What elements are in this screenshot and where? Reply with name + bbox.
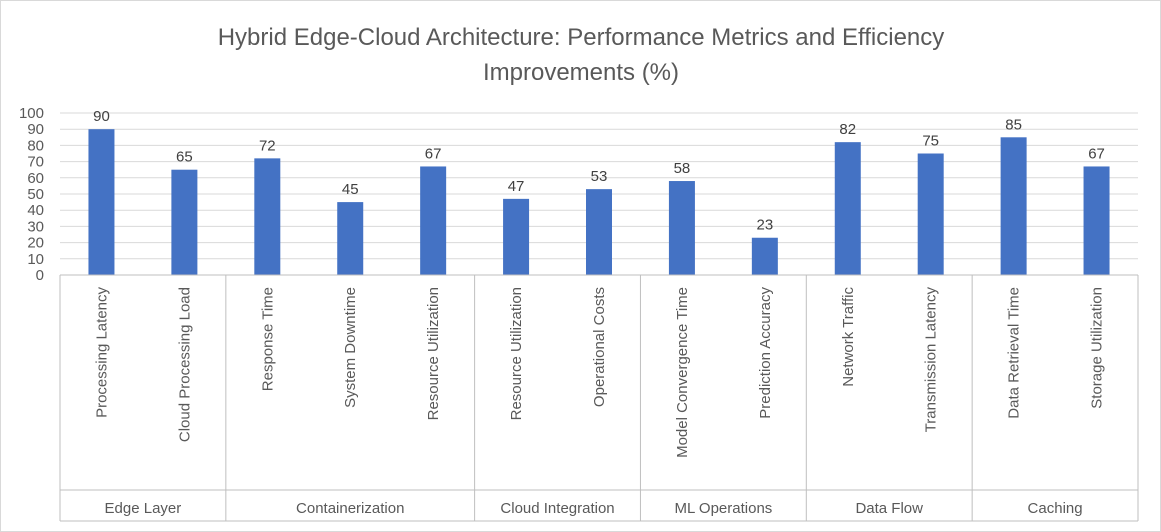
bar: [88, 129, 115, 275]
chart-title-line-1: Hybrid Edge-Cloud Architecture: Performa…: [218, 24, 945, 51]
y-tick-label: 80: [27, 137, 44, 154]
data-label: 58: [674, 160, 691, 177]
bar: [1083, 166, 1110, 275]
category-label: Response Time: [259, 287, 276, 391]
chart-title-line-2: Improvements (%): [483, 59, 679, 86]
y-tick-label: 90: [27, 121, 44, 138]
group-label: Data Flow: [855, 500, 923, 517]
category-label: Model Convergence Time: [674, 287, 691, 458]
bar: [420, 166, 447, 275]
gridlines: [60, 112, 1138, 260]
y-tick-label: 20: [27, 235, 44, 252]
bars: [88, 129, 1110, 275]
category-label: System Downtime: [342, 287, 359, 408]
category-label: Transmission Latency: [923, 287, 940, 433]
data-label: 72: [259, 137, 276, 154]
category-label: Network Traffic: [840, 287, 857, 387]
data-label: 85: [1005, 116, 1022, 133]
group-label: ML Operations: [674, 500, 772, 517]
data-label: 23: [757, 217, 774, 234]
category-label: Resource Utilization: [508, 287, 525, 420]
category-label: Operational Costs: [591, 287, 608, 407]
y-tick-label: 30: [27, 218, 44, 235]
category-label: Processing Latency: [93, 287, 110, 418]
bar: [171, 169, 198, 275]
bar: [254, 158, 281, 275]
data-label: 47: [508, 178, 525, 195]
data-label: 75: [922, 133, 939, 150]
bar: [668, 181, 695, 275]
bar: [586, 189, 612, 275]
bar: [834, 142, 861, 275]
y-tick-label: 50: [27, 186, 44, 203]
y-tick-label: 70: [27, 154, 44, 171]
category-label: Data Retrieval Time: [1006, 287, 1023, 419]
y-tick-label: 60: [27, 170, 44, 187]
data-label: 82: [839, 121, 856, 138]
group-label: Edge Layer: [105, 500, 182, 517]
group-label: Caching: [1028, 500, 1083, 517]
data-label: 65: [176, 149, 193, 166]
data-label: 45: [342, 181, 359, 198]
category-label: Cloud Processing Load: [176, 287, 193, 442]
category-label: Storage Utilization: [1089, 287, 1106, 409]
data-label: 67: [1088, 145, 1105, 162]
x-axis: Processing Latency Cloud Processing Load E…: [59, 274, 1139, 522]
group-label: Cloud Integration: [500, 500, 614, 517]
y-tick-label: 10: [27, 251, 44, 268]
data-label: 67: [425, 145, 442, 162]
bar: [1000, 137, 1027, 275]
bar: [751, 237, 778, 275]
category-label: Resource Utilization: [425, 287, 442, 420]
y-tick-label: 0: [36, 267, 44, 284]
y-tick-label: 40: [27, 202, 44, 219]
bar: [503, 198, 530, 275]
bar: [337, 202, 364, 275]
bar: [917, 153, 944, 275]
data-label: 53: [591, 168, 608, 185]
data-labels: 90 65 72 45 67 47 53 58 23 82 75 85 67: [93, 108, 1105, 234]
group-label: Containerization: [296, 500, 404, 517]
y-tick-label: 100: [19, 105, 44, 122]
data-label: 90: [93, 108, 110, 125]
category-label: Prediction Accuracy: [757, 287, 774, 419]
